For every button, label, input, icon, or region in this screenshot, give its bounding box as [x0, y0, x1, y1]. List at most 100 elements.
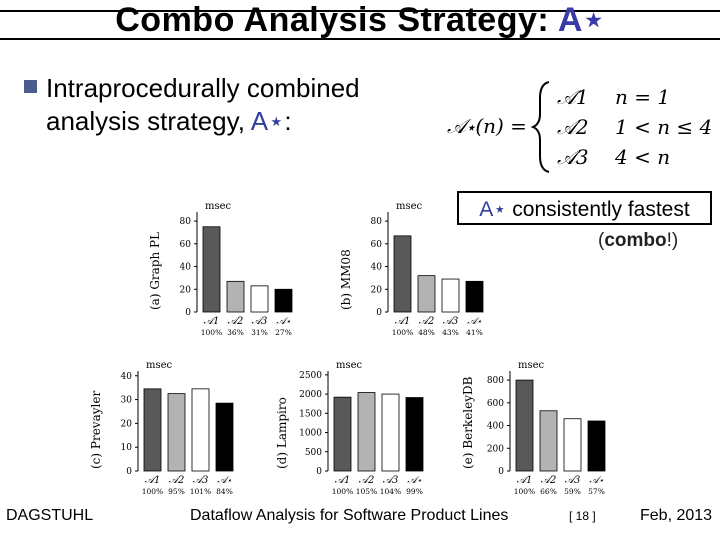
formula-case-2-condition: 1 < n ≤ 4: [615, 115, 712, 139]
chart-category-label: 𝒜2: [541, 475, 557, 486]
chart-y-tick-label: 10: [121, 443, 133, 453]
chart-bar: [441, 278, 460, 313]
chart-category-label: 𝒜1: [517, 475, 533, 486]
chart-category-label: 𝒜1: [395, 316, 411, 327]
chart-percent-label: 27%: [275, 328, 292, 337]
chart-percent-label: 99%: [406, 487, 423, 496]
chart-y-tick-label: 0: [498, 467, 504, 477]
chart-unit-label: msec: [205, 201, 232, 212]
chart-bar: [465, 280, 484, 313]
title-rule-top: [0, 10, 720, 12]
chart-percent-label: 36%: [227, 328, 244, 337]
callout-astar: A⋆: [479, 198, 507, 221]
chart-unit-label: msec: [396, 201, 423, 212]
bullet-line-2: analysis strategy, A⋆:: [46, 105, 446, 138]
combo-close: ): [671, 230, 679, 251]
chart-percent-label: 100%: [142, 487, 163, 496]
chart-y-tick-label: 500: [305, 448, 322, 458]
formula-case-3-strategy: 𝒜3: [557, 145, 589, 169]
chart-y-tick-label: 1000: [299, 429, 322, 439]
chart-y-tick-label: 80: [371, 217, 383, 227]
chart-y-tick-label: 80: [180, 217, 192, 227]
chart-y-tick-label: 600: [487, 399, 504, 409]
chart-graph-pl: (a) Graph PL msec 0 20 40 60 80 𝒜1 100% 𝒜2 36% 𝒜3 31…: [145, 198, 315, 351]
callout-text: consistently fastest: [506, 198, 690, 221]
chart-percent-label: 100%: [332, 487, 353, 496]
chart-side-label: (a) Graph PL: [148, 232, 162, 310]
formula-lhs: 𝒜⋆(n) =: [447, 114, 527, 138]
chart-bar: [226, 280, 245, 313]
chart-y-tick-label: 30: [121, 396, 133, 406]
bullet-astar: A⋆: [250, 106, 285, 136]
chart-percent-label: 66%: [540, 487, 557, 496]
chart-category-label: 𝒜3: [252, 316, 268, 327]
chart-percent-label: 43%: [442, 328, 459, 337]
chart-category-label: 𝒜1: [335, 475, 351, 486]
combo-note: (combo!): [598, 230, 678, 252]
chart-y-tick-label: 20: [371, 285, 383, 295]
chart-y-tick-label: 0: [376, 308, 382, 318]
chart-y-tick-label: 0: [316, 467, 322, 477]
chart-bar: [274, 288, 293, 313]
chart-y-tick-label: 0: [185, 308, 191, 318]
formula-case-2-strategy: 𝒜2: [557, 115, 589, 139]
bullet-line-2-text: analysis strategy,: [46, 106, 251, 136]
chart-y-tick-label: 1500: [299, 409, 322, 419]
bullet-colon: :: [284, 106, 292, 136]
chart-category-label: 𝒜3: [443, 316, 459, 327]
chart-percent-label: 104%: [380, 487, 401, 496]
chart-svg: (d) Lampiro msec 0 500 1000 1500 2000 2500 𝒜1100…: [275, 360, 424, 496]
chart-bar: [250, 285, 269, 313]
formula-case-1-condition: n = 1: [615, 85, 670, 109]
chart-percent-label: 48%: [418, 328, 435, 337]
chart-category-label: 𝒜⋆: [589, 475, 603, 486]
chart-category-label: 𝒜1: [145, 475, 161, 486]
chart-side-label: (e) BerkeleyDB: [461, 376, 475, 469]
chart-percent-label: 100%: [201, 328, 222, 337]
combo-open: (: [598, 230, 605, 251]
footer-center: Dataflow Analysis for Software Product L…: [190, 507, 509, 524]
chart-percent-label: 100%: [392, 328, 413, 337]
chart-y-tick-label: 40: [121, 372, 133, 382]
chart-category-label: 𝒜2: [359, 475, 375, 486]
chart-side-label: (c) Prevayler: [89, 391, 103, 469]
chart-y-tick-label: 20: [121, 419, 133, 429]
chart-percent-label: 59%: [564, 487, 581, 496]
footer-page: [ 18 ]: [569, 509, 596, 523]
chart-category-label: 𝒜3: [193, 475, 209, 486]
chart-mm08: (b) MM08 msec 0 20 40 60 80 𝒜1 100% 𝒜2 48% 𝒜3 43% 𝒜⋆ 4…: [336, 198, 506, 351]
slide-title: Combo Analysis Strategy: A⋆: [0, 0, 720, 40]
chart-percent-label: 84%: [216, 487, 233, 496]
chart-percent-label: 41%: [466, 328, 483, 337]
chart-y-tick-label: 20: [180, 285, 192, 295]
chart-category-label: 𝒜2: [169, 475, 185, 486]
chart-side-label: (d) Lampiro: [275, 397, 289, 469]
chart-y-tick-label: 200: [487, 444, 504, 454]
bullet-square-icon: [24, 80, 37, 93]
chart-y-tick-label: 2000: [299, 390, 322, 400]
chart-percent-label: 100%: [514, 487, 535, 496]
chart-category-label: 𝒜3: [383, 475, 399, 486]
chart-side-label: (b) MM08: [339, 249, 353, 310]
chart-y-tick-label: 40: [371, 263, 383, 273]
chart-category-label: 𝒜3: [565, 475, 581, 486]
chart-y-tick-label: 40: [180, 263, 192, 273]
chart-category-label: 𝒜2: [228, 316, 244, 327]
chart-bar: [563, 418, 582, 472]
chart-category-label: 𝒜2: [419, 316, 435, 327]
chart-bar: [202, 226, 221, 313]
footer-left: DAGSTUHL: [6, 507, 94, 524]
chart-bar: [587, 420, 606, 472]
chart-y-tick-label: 60: [371, 240, 383, 250]
chart-unit-label: msec: [146, 360, 173, 371]
chart-bar: [191, 388, 210, 472]
combo-word: combo: [604, 230, 667, 251]
chart-bar: [333, 396, 352, 472]
title-astar: A⋆: [557, 1, 605, 39]
chart-bar: [381, 393, 400, 472]
title-text: Combo Analysis Strategy:: [115, 1, 558, 39]
bullet-line-1: Intraprocedurally combined: [46, 73, 360, 103]
footer-date: Feb, 2013: [640, 507, 713, 524]
